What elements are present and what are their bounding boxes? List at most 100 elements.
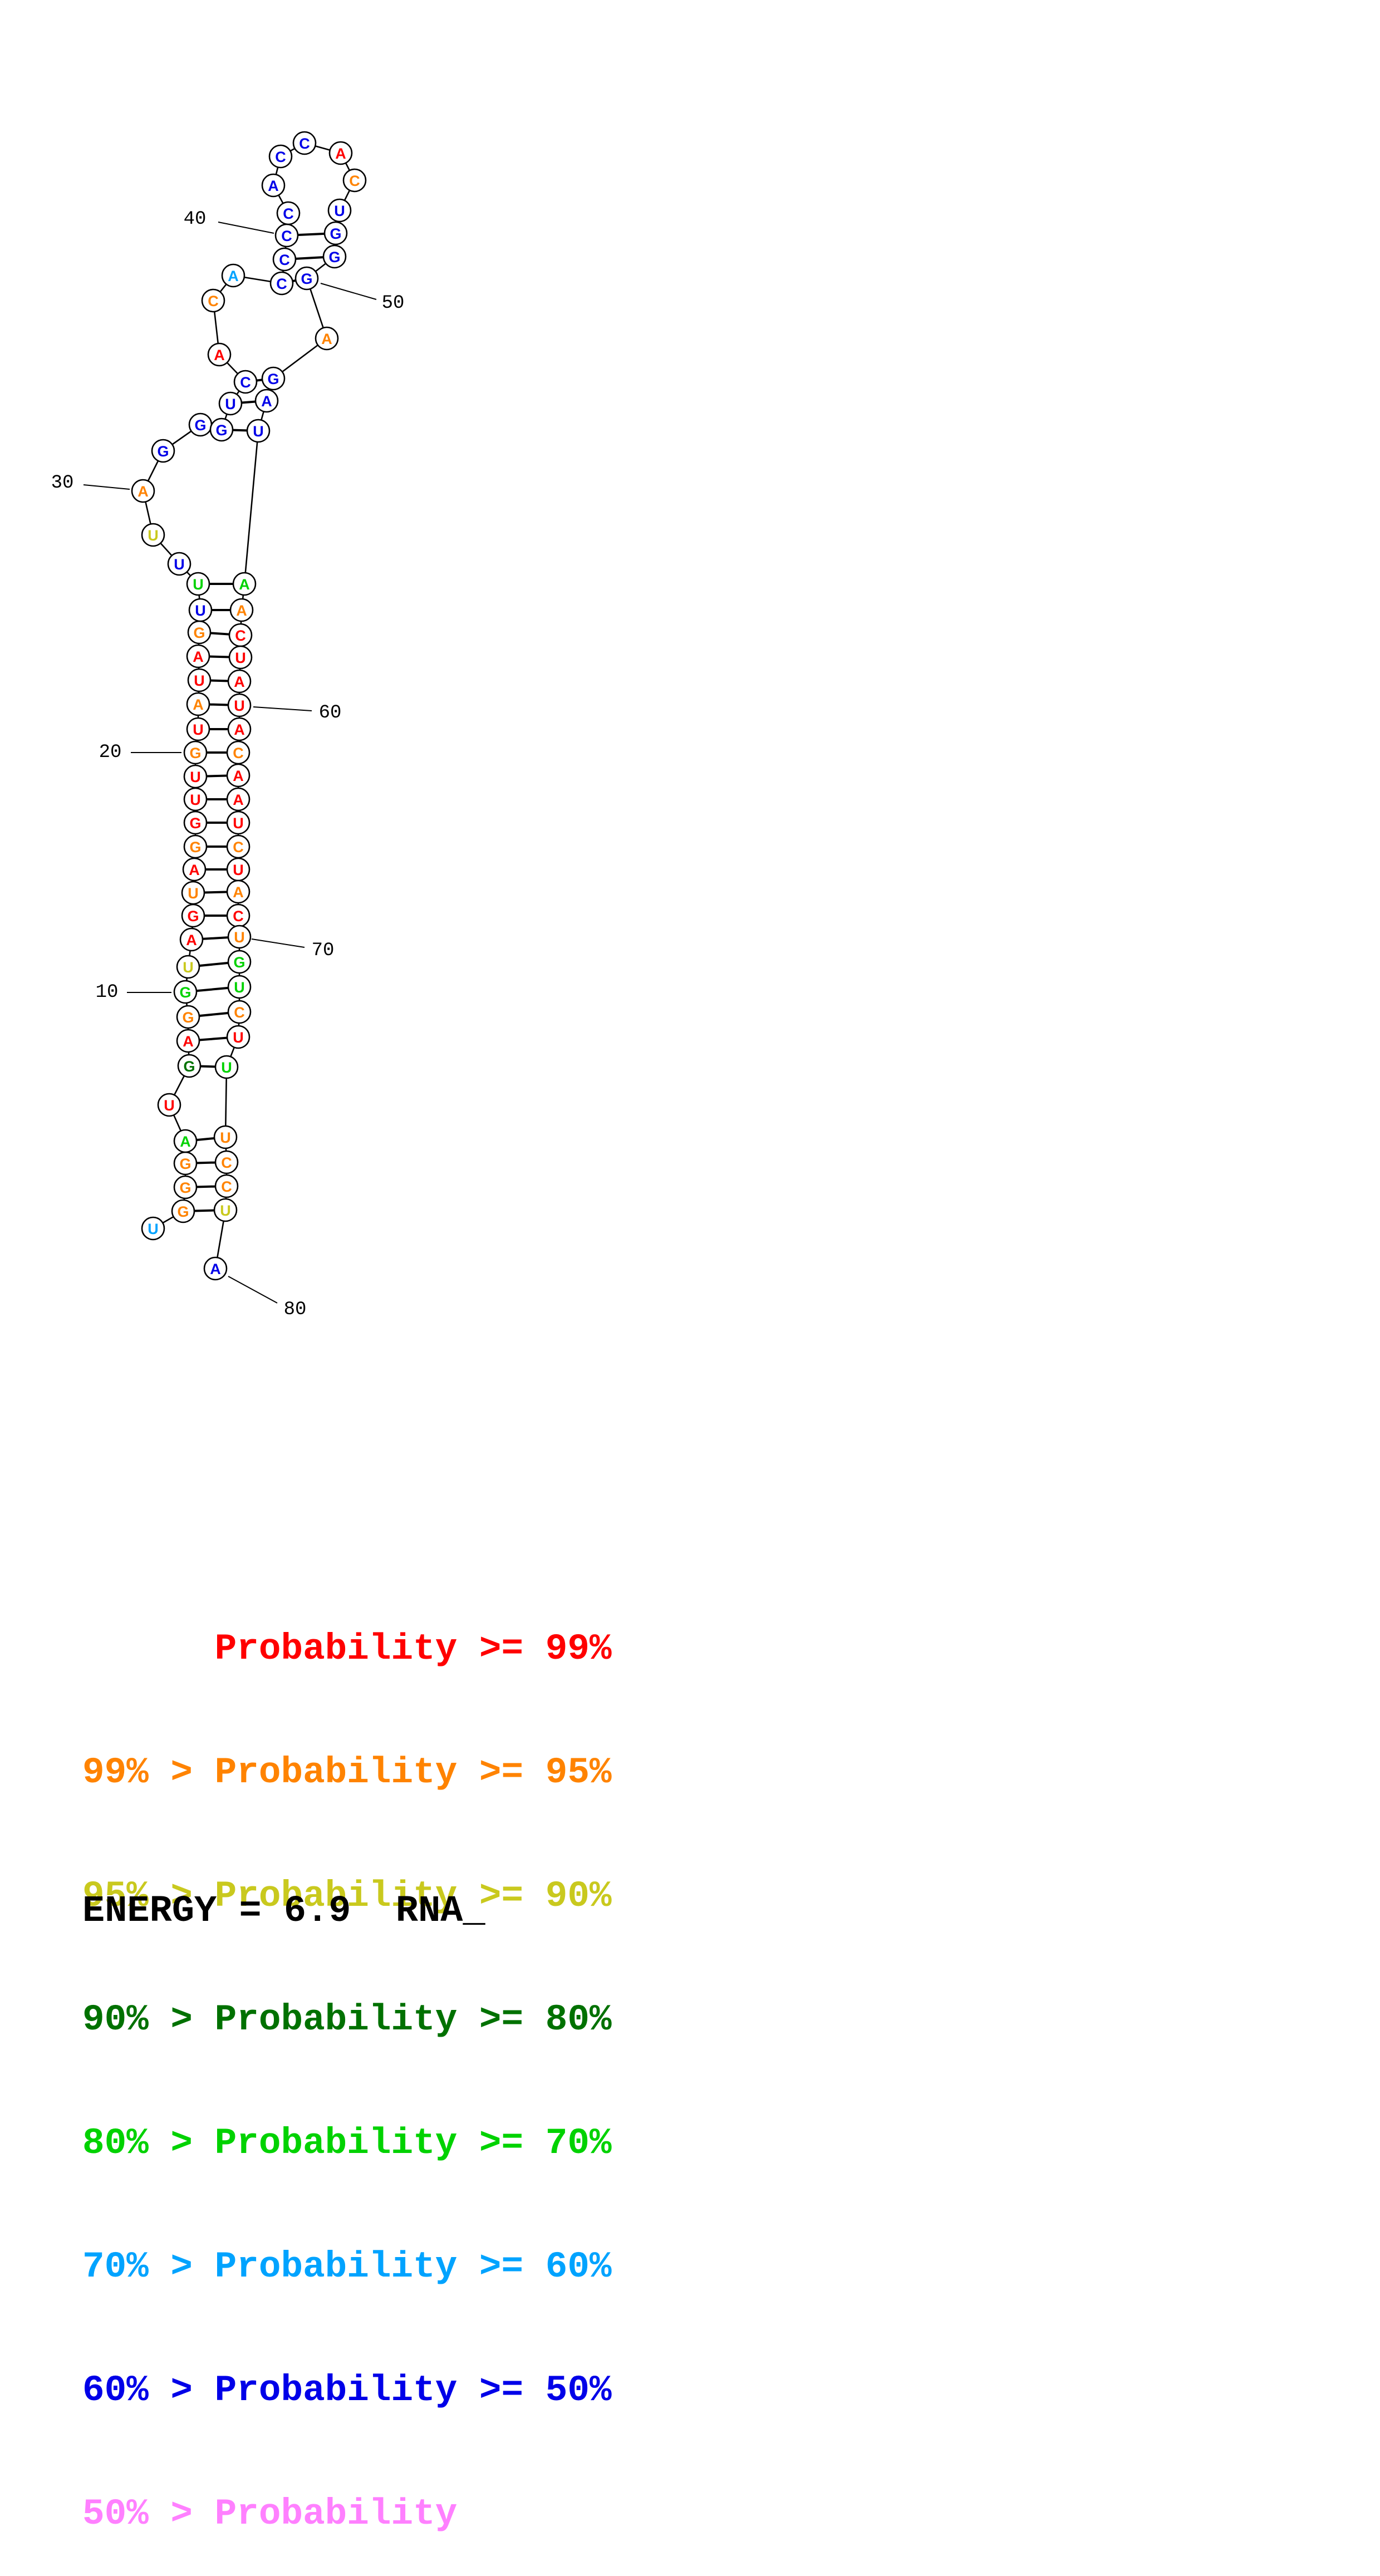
position-label-pointer: [253, 706, 312, 711]
nucleotide-circle: [207, 342, 232, 367]
position-label-pointer: [83, 484, 130, 490]
nucleotide-letter: G: [183, 1058, 195, 1075]
nucleotide-letter: C: [275, 149, 286, 165]
nucleotide-circle: [131, 479, 155, 503]
legend-row-ge99: Probability >= 99%: [82, 1628, 612, 1670]
nucleotide-letter: A: [233, 792, 244, 808]
nucleotide-circle: [227, 1000, 252, 1024]
nucleotide-letter: U: [233, 862, 244, 878]
nucleotide-circle: [268, 144, 293, 169]
nucleotide-circle: [181, 881, 205, 905]
nucleotide-letter: U: [234, 979, 245, 996]
nucleotide-letter: U: [221, 1059, 232, 1076]
position-label: 50: [382, 293, 405, 314]
nucleotide-letter: U: [188, 885, 199, 902]
nucleotide-circle: [186, 692, 210, 716]
nucleotide-circle: [261, 366, 286, 391]
nucleotide-circle: [203, 1256, 228, 1281]
nucleotide-circle: [233, 370, 258, 394]
nucleotide-letter: A: [335, 145, 346, 162]
nucleotide-letter: U: [190, 769, 201, 785]
nucleotide-circle: [254, 389, 279, 413]
nucleotide-circle: [157, 1093, 181, 1117]
nucleotide-circle: [214, 1150, 239, 1174]
nucleotide-circle: [176, 1029, 200, 1053]
nucleotide-letter: C: [234, 1004, 245, 1021]
nucleotide-letter: G: [215, 422, 227, 439]
nucleotide-circle: [227, 669, 252, 694]
nucleotide-circle: [183, 810, 208, 835]
nucleotide-letter: A: [234, 721, 245, 738]
position-label: 80: [284, 1299, 307, 1320]
nucleotide-letter: U: [195, 602, 206, 619]
nucleotide-circle: [294, 266, 319, 291]
nucleotide-letter: G: [177, 1203, 189, 1220]
nucleotide-circle: [226, 810, 251, 835]
nucleotide-letter: G: [189, 815, 201, 832]
nucleotide-circle: [227, 693, 252, 717]
position-label: 60: [319, 702, 342, 724]
nucleotide-letter: C: [276, 276, 287, 292]
nucleotide-letter: A: [193, 696, 204, 713]
nucleotide-letter: U: [235, 650, 246, 666]
nucleotide-letter: A: [228, 268, 239, 284]
nucleotide-letter: U: [148, 527, 159, 544]
nucleotide-letter: G: [194, 417, 206, 434]
nucleotide-letter: U: [193, 721, 204, 738]
nucleotide-letter: A: [261, 393, 272, 410]
nucleotide-circle: [173, 980, 198, 1004]
nucleotide-circle: [315, 326, 339, 351]
nucleotide-letter: A: [239, 576, 250, 593]
nucleotide-circle: [183, 764, 208, 789]
nucleotide-letter: A: [183, 1033, 194, 1050]
nucleotide-circle: [151, 439, 175, 463]
nucleotide-letter: C: [208, 293, 219, 309]
nucleotide-letter: C: [349, 173, 360, 189]
nucleotide-letter: A: [233, 884, 244, 901]
nucleotide-letter: C: [279, 252, 290, 268]
rna-plot-page: { "palette": { "red": "#ff0000", "orange…: [51, 131, 612, 2535]
position-label-pointer: [228, 1276, 278, 1304]
nucleotide-circle: [177, 1054, 202, 1078]
nucleotide-circle: [213, 1198, 238, 1222]
nucleotide-letter: G: [179, 1156, 191, 1172]
nucleotide-circle: [186, 644, 210, 668]
nucleotide-circle: [226, 787, 251, 812]
nucleotide-circle: [209, 417, 234, 442]
position-label: 10: [96, 982, 119, 1003]
nucleotide-circle: [214, 1055, 239, 1079]
legend-row-80-90: 90% > Probability >= 80%: [82, 1999, 612, 2041]
legend-row-lt50: 50% > Probability: [82, 2493, 458, 2535]
nucleotide-letter: A: [233, 768, 244, 784]
nucleotide-letter: U: [164, 1097, 175, 1114]
position-label: 70: [312, 940, 335, 961]
nucleotide-letter: U: [193, 576, 204, 593]
position-label: 30: [51, 473, 74, 494]
nucleotide-letter: U: [234, 697, 245, 714]
nucleotide-circle: [227, 950, 252, 974]
energy-text: ENERGY = 6.9 RNA_: [82, 1890, 485, 1933]
nucleotide-letter: U: [148, 1221, 159, 1237]
nucleotide-letter: G: [330, 225, 341, 242]
nucleotide-letter: C: [233, 839, 244, 856]
nucleotide-circle: [272, 247, 297, 272]
nucleotide-letter: C: [299, 135, 310, 152]
nucleotide-circle: [188, 598, 213, 622]
nucleotide-letter: G: [189, 839, 201, 856]
nucleotide-circle: [214, 1174, 239, 1198]
nucleotide-circle: [323, 221, 348, 245]
nucleotide-letter: A: [214, 347, 225, 363]
nucleotide-circle: [327, 198, 352, 223]
nucleotide-circle: [328, 141, 353, 165]
legend-row-95-99: 99% > Probability >= 95%: [82, 1752, 612, 1793]
nucleotide-letter: U: [334, 203, 345, 219]
nucleotide-circle: [261, 173, 286, 198]
nucleotide-circle: [173, 1175, 198, 1199]
nucleotide-letter: G: [328, 249, 340, 266]
nucleotide-letter: G: [267, 371, 279, 387]
nucleotide-circle: [176, 955, 200, 979]
nucleotide-circle: [186, 572, 210, 596]
nucleotide-letter: U: [220, 1202, 231, 1219]
nucleotide-letter: U: [220, 1129, 231, 1146]
nucleotide-circle: [218, 391, 243, 416]
